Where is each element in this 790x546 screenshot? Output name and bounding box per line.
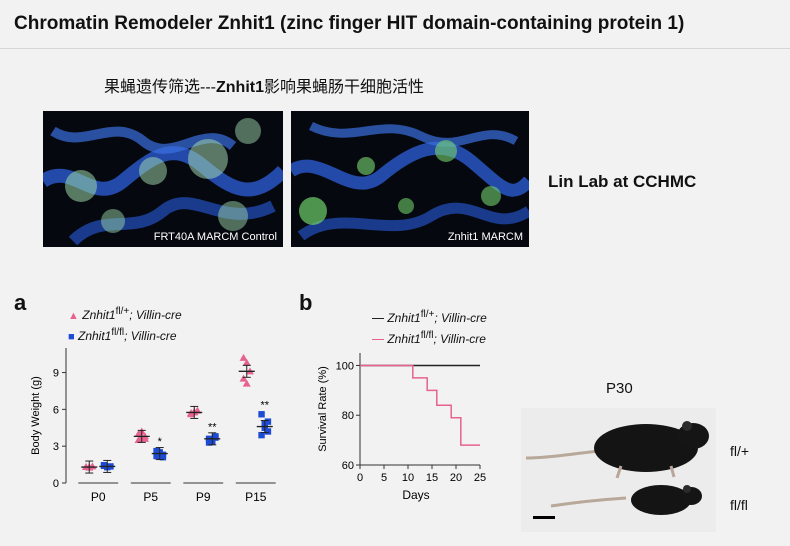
y-tick-label: 9 xyxy=(53,368,59,380)
top-mouse-label: fl/+ xyxy=(730,443,750,459)
znhit1-microscopy-image: Znhit1 MARCM xyxy=(291,111,529,247)
pink-line-icon xyxy=(372,339,384,341)
lab-label: Lin Lab at CCHMC xyxy=(548,172,697,191)
slide-title: Chromatin Remodeler Znhit1 (zinc finger … xyxy=(14,13,685,34)
legend-suffix: ; Villin-cre xyxy=(434,311,487,325)
survival-chart: 60 80 100 0 5 10 15 20 25 Survival Rate (%) Day… xyxy=(317,353,486,502)
x-tick-labels: P0 P5 P9 P15 xyxy=(91,490,267,504)
y-tick-label: 3 xyxy=(53,441,59,453)
y-tick-label: 100 xyxy=(336,360,354,372)
triangle-point xyxy=(140,434,149,442)
legend-genotype: fl/+ xyxy=(420,309,435,320)
x-tick-label: 0 xyxy=(357,472,363,484)
x-axis-label: Days xyxy=(402,488,429,502)
mice-photo xyxy=(521,408,716,532)
triangle-point xyxy=(242,358,251,366)
y-ticks: 0 3 6 9 xyxy=(53,368,66,490)
znhit1-microscopy-art xyxy=(291,121,529,241)
subtitle-gene: Znhit1 xyxy=(216,79,264,96)
triangle-marker-icon: ▲ xyxy=(68,310,79,322)
control-microscopy-image: FRT40A MARCM Control xyxy=(43,111,283,247)
y-tick-label: 80 xyxy=(342,410,354,422)
x-tick-label: P9 xyxy=(196,490,211,504)
x-tick-label: 20 xyxy=(450,472,462,484)
x-tick-label: P5 xyxy=(143,490,158,504)
triangle-point xyxy=(239,353,248,361)
x-tick-label: 10 xyxy=(402,472,414,484)
legend-suffix: ; Villin-cre xyxy=(124,329,177,343)
control-image-caption: FRT40A MARCM Control xyxy=(153,231,277,243)
panel-b-legend-flp: Znhit1fl/+; Villin-cre xyxy=(372,309,487,325)
mice-illustration xyxy=(521,408,716,532)
title-divider xyxy=(0,48,790,49)
legend-gene: Znhit1 xyxy=(387,311,421,325)
subtitle-prefix: 果蝇遗传筛选--- xyxy=(104,79,216,96)
square-point xyxy=(159,454,167,461)
y-tick-label: 60 xyxy=(342,460,354,472)
x-tick-label: 15 xyxy=(426,472,438,484)
x-ticks: 0 5 10 15 20 25 xyxy=(357,465,486,484)
legend-suffix: ; Villin-cre xyxy=(433,332,486,346)
y-ticks: 60 80 100 xyxy=(336,360,360,472)
photo-title: P30 xyxy=(606,380,633,397)
square-marker-icon: ■ xyxy=(68,331,75,343)
y-axis-label: Body Weight (g) xyxy=(30,376,42,455)
legend-genotype: fl/fl xyxy=(420,330,434,341)
slide-subtitle: 果蝇遗传筛选---Znhit1影响果蝇肠干细胞活性 xyxy=(104,73,424,97)
x-tick-label: 5 xyxy=(381,472,387,484)
y-tick-label: 0 xyxy=(53,478,59,490)
square-point xyxy=(264,428,272,435)
square-point xyxy=(258,411,265,418)
significance-mark: ** xyxy=(260,399,269,411)
bottom-mouse-label: fl/fl xyxy=(730,497,748,513)
square-point xyxy=(264,418,272,425)
panel-b-letter: b xyxy=(299,290,313,315)
x-tick-label: P15 xyxy=(245,490,267,504)
legend-gene: Znhit1 xyxy=(387,332,421,346)
significance-mark: ** xyxy=(208,421,217,433)
significance-mark: * xyxy=(158,436,163,448)
triangle-point xyxy=(239,374,248,382)
triangle-point xyxy=(242,379,251,387)
panel-b-legend-flfl: Znhit1fl/fl; Villin-cre xyxy=(372,330,486,346)
y-tick-label: 6 xyxy=(53,404,59,416)
legend-suffix: ; Villin-cre xyxy=(129,308,182,322)
legend-gene: Znhit1 xyxy=(82,308,116,322)
square-point xyxy=(212,434,219,441)
panel-a-legend-flfl: ■ Znhit1fl/fl; Villin-cre xyxy=(68,327,177,343)
x-tick-label: 25 xyxy=(474,472,486,484)
scale-bar xyxy=(533,516,555,519)
panel-a-letter: a xyxy=(14,290,27,315)
legend-genotype: fl/fl xyxy=(111,327,125,338)
y-axis-label: Survival Rate (%) xyxy=(317,366,329,452)
significance-marks: ***** xyxy=(158,399,270,448)
square-point xyxy=(258,431,265,439)
survival-line xyxy=(360,364,480,446)
black-line-icon xyxy=(372,318,384,320)
legend-gene: Znhit1 xyxy=(78,329,112,343)
legend-genotype: fl/+ xyxy=(115,306,130,317)
panel-a-legend-flp: ▲ Znhit1fl/+; Villin-cre xyxy=(68,306,182,322)
control-microscopy-art xyxy=(43,118,283,246)
survival-lines xyxy=(360,364,480,446)
x-tick-label: P0 xyxy=(91,490,106,504)
znhit1-image-caption: Znhit1 MARCM xyxy=(447,231,523,243)
mean-bars xyxy=(81,364,273,474)
subtitle-suffix: 影响果蝇肠干细胞活性 xyxy=(264,79,425,96)
